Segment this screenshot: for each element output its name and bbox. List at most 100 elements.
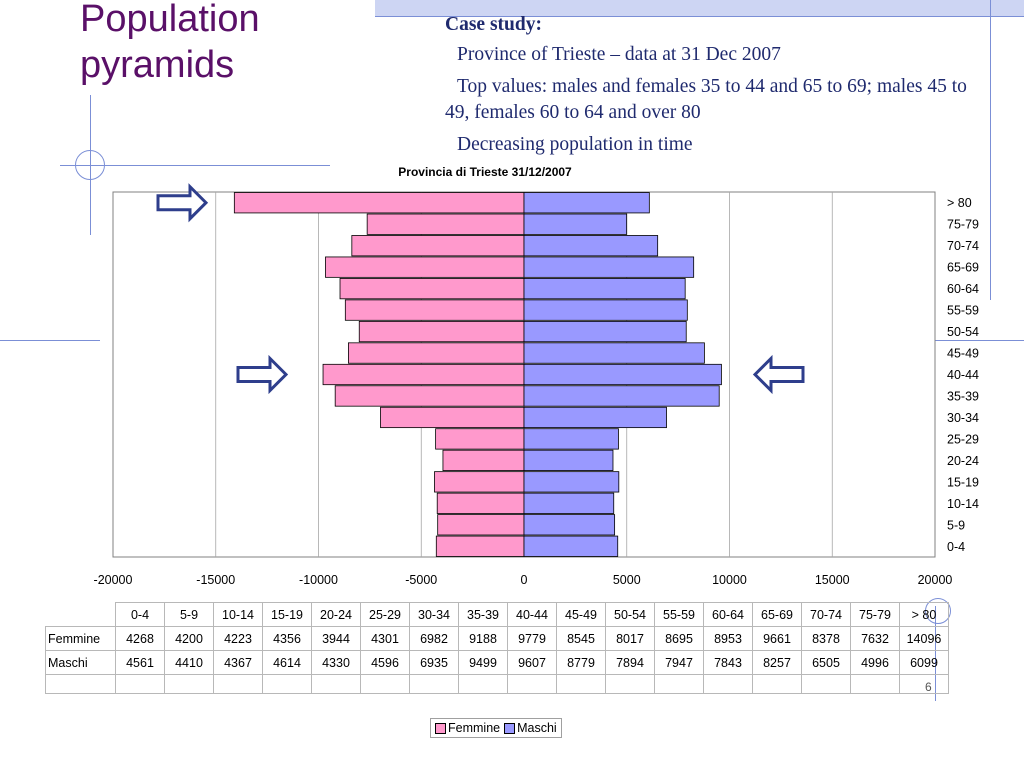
age-group-label: 65-69 [947, 261, 979, 275]
bar-femmine [322, 363, 525, 386]
table-cell: 4614 [262, 650, 312, 675]
table-spacer-cell [164, 674, 214, 694]
bar-femmine [344, 299, 525, 321]
table-cell: 7632 [850, 626, 900, 651]
x-tick-label: -15000 [196, 573, 235, 587]
table-cell: 9661 [752, 626, 802, 651]
bar-maschi [523, 471, 620, 493]
age-group-label: 20-24 [947, 454, 979, 468]
table-spacer-cell [409, 674, 459, 694]
bar-femmine [437, 514, 525, 536]
bar-maschi [523, 535, 619, 557]
table-header-cell: 15-19 [262, 602, 312, 627]
table-cell: 4356 [262, 626, 312, 651]
age-group-label: 15-19 [947, 475, 979, 489]
bar-femmine [366, 213, 525, 235]
table-cell: 14096 [899, 626, 949, 651]
x-tick-label: 5000 [613, 573, 641, 587]
title-line-1: Population [80, 0, 260, 40]
bar-maschi [523, 278, 686, 300]
table-cell: 4996 [850, 650, 900, 675]
left-deco-line [0, 340, 100, 341]
table-spacer-cell [801, 674, 851, 694]
table-cell: 8695 [654, 626, 704, 651]
table-spacer-cell [115, 674, 165, 694]
slide-title: Population pyramids [80, 0, 260, 88]
chart-legend: Femmine Maschi [430, 718, 562, 738]
bar-femmine [380, 406, 525, 429]
right-mid-line [930, 340, 1024, 341]
x-tick-label: 20000 [918, 573, 953, 587]
table-header-cell: 0-4 [115, 602, 165, 627]
age-group-label: 25-29 [947, 432, 979, 446]
x-tick-label: -10000 [299, 573, 338, 587]
table-cell: 4301 [360, 626, 410, 651]
bullet-3-text: Decreasing population in time [457, 134, 693, 155]
table-cell: 7894 [605, 650, 655, 675]
table-cell: 8545 [556, 626, 606, 651]
table-spacer-cell [605, 674, 655, 694]
age-group-label: 5-9 [947, 518, 965, 532]
table-spacer-cell [850, 674, 900, 694]
legend-swatch-femmine [435, 722, 446, 734]
x-tick-label: 10000 [712, 573, 747, 587]
age-group-label: > 80 [947, 196, 972, 210]
table-cell: 4367 [213, 650, 263, 675]
table-spacer-cell [703, 674, 753, 694]
table-cell: 4410 [164, 650, 214, 675]
legend-swatch-maschi [504, 722, 516, 734]
table-cell: 9779 [507, 626, 557, 651]
bar-maschi [523, 514, 616, 536]
bar-maschi [523, 449, 614, 471]
top-deco-line [375, 16, 1024, 17]
bullet-3: Decreasing population in time [445, 132, 985, 158]
x-tick-label: -20000 [94, 573, 133, 587]
case-study-heading: Case study: [445, 14, 542, 35]
arrow-right-icon [156, 183, 209, 223]
table-header-cell: 20-24 [311, 602, 361, 627]
bar-maschi [523, 428, 619, 450]
legend-label-maschi: Maschi [517, 721, 557, 735]
age-group-label: 10-14 [947, 497, 979, 511]
bar-maschi [523, 256, 695, 278]
data-table: 0-4 5-9 10-14 15-19 20-24 25-29 30-34 35-39 40-4… [45, 602, 949, 694]
table-cell: 8953 [703, 626, 753, 651]
table-row-label: Femmine [45, 626, 116, 651]
bar-maschi [523, 385, 720, 407]
table-header-cell: 50-54 [605, 602, 655, 627]
legend-item-maschi: Maschi [504, 721, 557, 735]
bar-femmine [233, 192, 525, 214]
bar-maschi [523, 363, 722, 386]
bars [233, 192, 722, 557]
top-deco-bar [375, 0, 1024, 16]
table-spacer-cell [45, 674, 116, 694]
table-header-cell: 65-69 [752, 602, 802, 627]
age-group-label: 30-34 [947, 411, 979, 425]
table-header-cell: 5-9 [164, 602, 214, 627]
age-group-label: 35-39 [947, 389, 979, 403]
table-cell: 7843 [703, 650, 753, 675]
bar-femmine [351, 235, 525, 257]
table-cell: 8779 [556, 650, 606, 675]
arrow-right-icon [236, 354, 289, 395]
table-header-cell: 35-39 [458, 602, 508, 627]
table-header-cell: 40-44 [507, 602, 557, 627]
table-spacer-cell [752, 674, 802, 694]
table-spacer-cell [262, 674, 312, 694]
bar-femmine [435, 428, 525, 450]
arrows [156, 183, 805, 395]
bar-maschi [523, 492, 615, 514]
table-cell: 6099 [899, 650, 949, 675]
legend-item-femmine: Femmine [435, 721, 500, 735]
title-line-2: pyramids [80, 44, 235, 86]
table-cell: 4596 [360, 650, 410, 675]
table-cell: 6505 [801, 650, 851, 675]
x-tick-labels: -20000 -15000 -10000 -5000 0 5000 10000 15000 20… [94, 573, 953, 587]
table-row-label: Maschi [45, 650, 116, 675]
age-group-label: 70-74 [947, 239, 979, 253]
bar-femmine [339, 278, 525, 300]
bar-femmine [434, 471, 525, 493]
table-cell: 4200 [164, 626, 214, 651]
table-cell: 8017 [605, 626, 655, 651]
bar-maschi [523, 235, 659, 257]
